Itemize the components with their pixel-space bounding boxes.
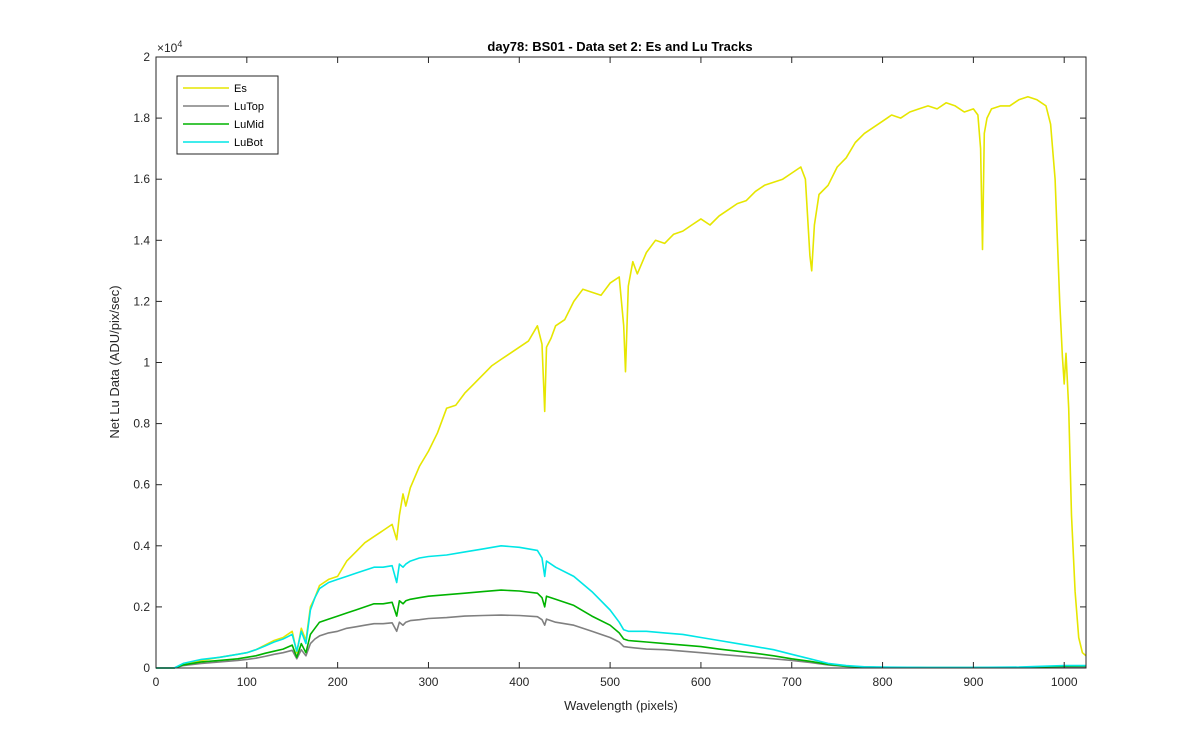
x-tick-label: 200 [328,675,348,689]
chart-title: day78: BS01 - Data set 2: Es and Lu Trac… [487,39,752,54]
y-tick-label: 1.6 [133,172,150,186]
y-tick-label: 1.2 [133,294,150,308]
x-tick-label: 400 [509,675,529,689]
plot-area-frame [155,56,1087,669]
series-line-lutop [156,614,1087,669]
y-tick-label: 2 [143,50,150,64]
x-axis: 0 100 200 300 400 500 600 700 800 900 1000 [153,57,1078,689]
y-tick-label: 0 [143,661,150,675]
legend-label-lubot: LuBot [234,137,263,149]
x-tick-label: 300 [418,675,438,689]
legend-label-es: Es [234,83,247,95]
y-tick-label: 1.8 [133,111,150,125]
legend-box [176,75,279,155]
x-tick-label: 700 [782,675,802,689]
series-layer [156,95,1087,669]
y-tick-label: 1.4 [133,233,150,247]
legend: Es LuTop LuMid LuBot [176,75,279,155]
x-tick-label: 0 [153,675,160,689]
x-tick-label: 100 [237,675,257,689]
x-tick-label: 800 [873,675,893,689]
series-line-es [156,95,1087,669]
x-tick-label: 1000 [1051,675,1078,689]
y-tick-label: 0.8 [133,417,150,431]
legend-label-lumid: LuMid [234,119,264,131]
series-line-lubot [156,544,1086,669]
y-tick-label: 0.6 [133,478,150,492]
y-tick-label: 0.4 [133,539,150,553]
y-axis: 0 0.2 0.4 0.6 0.8 1 1.2 1.4 1.6 1.8 2 [133,50,1086,675]
x-tick-label: 500 [600,675,620,689]
x-axis-label: Wavelength (pixels) [564,698,678,713]
y-exponent-base: ×10 [157,41,178,55]
x-tick-label: 900 [963,675,983,689]
y-exponent-label: ×104 [157,39,182,55]
legend-label-lutop: LuTop [234,101,264,113]
y-tick-label: 1 [143,356,150,370]
y-exponent-power: 4 [177,39,182,49]
y-tick-label: 0.2 [133,600,150,614]
x-tick-label: 600 [691,675,711,689]
series-line-lumid [156,589,1087,669]
y-axis-label: Net Lu Data (ADU/pix/sec) [107,285,122,438]
